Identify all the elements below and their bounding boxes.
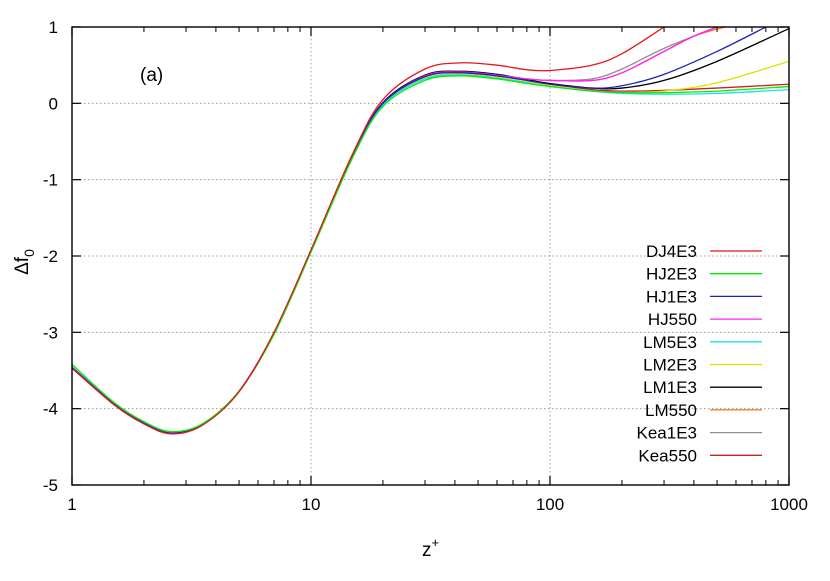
series-line-hj1e3 xyxy=(72,27,767,434)
x-tick-label: 10 xyxy=(302,495,321,514)
x-tick-label: 1 xyxy=(67,495,76,514)
tick-layer: -5 -4 -3 -2 -1 0 1 1 10 100 1000 xyxy=(43,18,808,514)
y-axis-title-sub: 0 xyxy=(21,249,37,257)
panel-label: (a) xyxy=(140,65,163,86)
legend-label-lm550: LM550 xyxy=(645,401,697,420)
legend-label-dj4e3: DJ4E3 xyxy=(646,242,697,261)
legend-label-lm5e3: LM5E3 xyxy=(643,333,697,352)
y-tick-label: -5 xyxy=(43,476,58,495)
y-tick-label: 0 xyxy=(49,94,58,113)
x-axis-title: z+ xyxy=(422,535,439,561)
legend-label-kea1e3: Kea1E3 xyxy=(637,424,698,443)
legend-label-lm2e3: LM2E3 xyxy=(643,356,697,375)
y-tick-label: -4 xyxy=(43,400,58,419)
x-axis-title-sup: + xyxy=(432,535,440,550)
y-tick-label: -3 xyxy=(43,323,58,342)
legend-label-lm1e3: LM1E3 xyxy=(643,378,697,397)
series-line-hj2e3 xyxy=(72,75,789,433)
series-layer xyxy=(72,27,789,435)
x-tick-label: 100 xyxy=(536,495,564,514)
legend: DJ4E3 HJ2E3 HJ1E3 HJ550 LM5E3 LM2E3 LM1E3 LM550… xyxy=(637,242,762,465)
x-axis-title-text: z xyxy=(422,540,432,561)
y-tick-label: -1 xyxy=(43,171,58,190)
legend-label-hj2e3: HJ2E3 xyxy=(646,265,697,284)
series-line-dj4e3 xyxy=(72,27,665,435)
y-axis-title-text: Δf xyxy=(12,256,33,275)
grid-layer xyxy=(72,27,789,485)
y-axis-title-group: Δf0 xyxy=(12,249,37,275)
y-axis-title: Δf0 xyxy=(12,249,37,275)
legend-label-hj550: HJ550 xyxy=(648,310,697,329)
y-tick-label: 1 xyxy=(49,18,58,37)
legend-label-hj1e3: HJ1E3 xyxy=(646,287,697,306)
y-tick-label: -2 xyxy=(43,247,58,266)
x-tick-label: 1000 xyxy=(770,495,808,514)
legend-label-kea550: Kea550 xyxy=(638,446,697,465)
